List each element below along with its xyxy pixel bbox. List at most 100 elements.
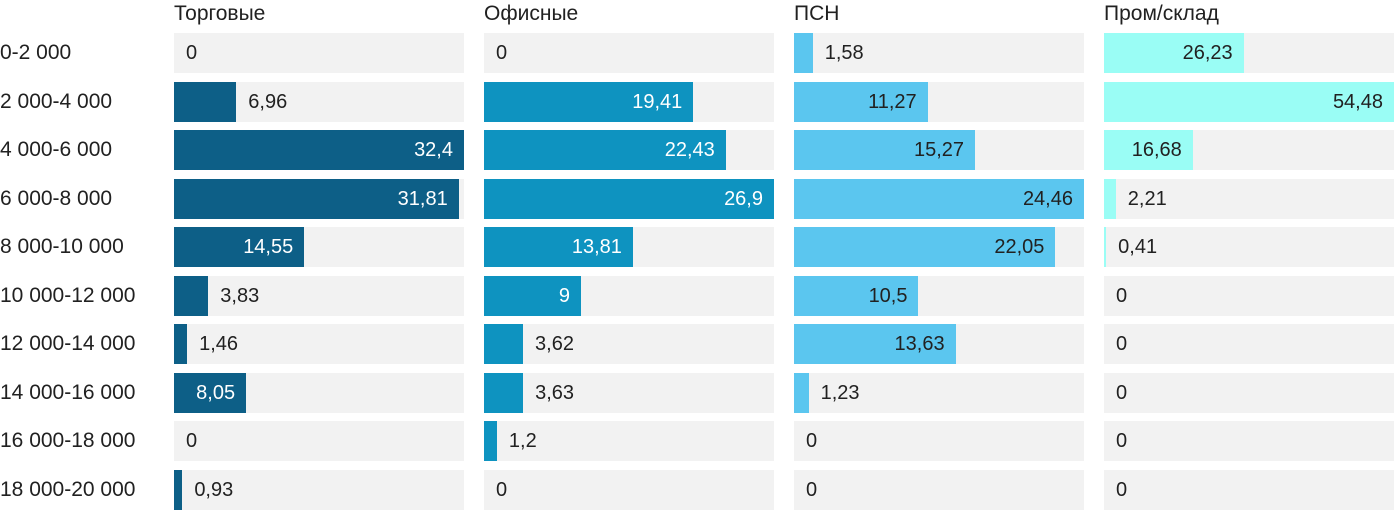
bar [1104, 227, 1107, 267]
bar-value-label: 32,4 [414, 139, 453, 161]
chart-row: 4 000-6 000 32,4 22,43 15,27 16,68 [0, 130, 1394, 170]
bar-track: 24,46 [794, 178, 1084, 219]
bar [794, 33, 813, 73]
bar-value-label: 1,23 [820, 381, 860, 404]
bar [174, 130, 464, 170]
bar-track: 26,9 [484, 178, 774, 219]
bar-value-label: 9 [558, 284, 571, 307]
bar [484, 372, 524, 413]
chart-row: 16 000-18 000 0 1,2 0 0 [0, 421, 1394, 461]
bar-track: 54,48 [1104, 81, 1394, 122]
chart-row: 8 000-10 000 14,55 13,81 22,05 0,41 [0, 227, 1394, 267]
bar-track: 10,5 [794, 275, 1084, 316]
bar [174, 469, 183, 510]
row-label: 4 000-6 000 [0, 138, 113, 161]
bar [484, 421, 497, 461]
column-header-2: Офисные [484, 2, 579, 25]
bar-value-label: 14,55 [243, 236, 294, 258]
bar-track: 13,81 [484, 227, 774, 267]
bar-track: 15,27 [794, 130, 1084, 170]
bar [1104, 130, 1193, 170]
chart-row: 18 000-20 000 0,93 0 0 0 [0, 469, 1394, 510]
bar-track: 32,4 [174, 130, 464, 170]
bar-track: 0 [174, 33, 464, 73]
column-header-4: Пром/склад [1104, 2, 1219, 25]
bar-track: 0,93 [174, 469, 464, 510]
bar-value-label: 0 [1116, 333, 1128, 355]
bar-value-label: 13,81 [571, 236, 622, 258]
bar-track: 8,05 [174, 372, 464, 413]
row-label: 14 000-16 000 [0, 380, 136, 404]
chart-row: 12 000-14 000 1,46 3,62 13,63 0 [0, 324, 1394, 364]
bar [794, 178, 1084, 219]
bar-value-label: 19,41 [632, 90, 683, 113]
bar [794, 275, 919, 316]
bar-track: 1,58 [794, 33, 1084, 73]
bar-track: 31,81 [174, 178, 464, 219]
bar-track: 11,27 [794, 81, 1084, 122]
bar-track: 14,55 [174, 227, 464, 267]
bar-value-label: 22,05 [994, 236, 1045, 258]
column-header-1: Торговые [174, 2, 266, 25]
bar [794, 372, 809, 413]
bar-track: 22,05 [794, 227, 1084, 267]
bar-value-label: 0 [496, 42, 508, 64]
bar-track: 1,46 [174, 324, 464, 364]
bar-track: 16,68 [1104, 130, 1394, 170]
bar [1104, 33, 1244, 73]
row-label: 6 000-8 000 [0, 186, 113, 210]
row-label: 10 000-12 000 [0, 283, 136, 307]
bar-value-label: 1,58 [824, 42, 864, 64]
bar-track: 2,21 [1104, 178, 1394, 219]
bar-track: 0,41 [1104, 227, 1394, 267]
column-header-3: ПСН [794, 2, 840, 25]
bar-value-label: 3,83 [220, 284, 260, 307]
chart-row: 14 000-16 000 8,05 3,63 1,23 0 [0, 372, 1394, 413]
bar-value-label: 0 [806, 478, 818, 501]
chart-row: 6 000-8 000 31,81 26,9 24,46 2,21 [0, 178, 1394, 219]
chart-row: 10 000-12 000 3,83 9 10,5 0 [0, 275, 1394, 316]
bar [484, 130, 726, 170]
bar [484, 324, 524, 364]
bar-value-label: 0 [1116, 478, 1128, 501]
row-label: 18 000-20 000 [0, 477, 136, 501]
bar-track: 19,41 [484, 81, 774, 122]
bar-value-label: 0,41 [1118, 236, 1158, 258]
bar [174, 227, 305, 267]
bar-track: 1,2 [484, 421, 774, 461]
bar [1104, 178, 1116, 219]
bar-track: 0 [1104, 421, 1394, 461]
bar-value-label: 1,46 [199, 333, 239, 355]
bar-track: 0 [794, 421, 1084, 461]
bar [794, 81, 928, 122]
bar-value-label: 13,63 [894, 333, 945, 355]
bar [794, 324, 956, 364]
row-label: 16 000-18 000 [0, 429, 136, 452]
row-label: 0-2 000 [0, 41, 72, 64]
bar-track: 26,23 [1104, 33, 1394, 73]
bar-value-label: 15,27 [914, 139, 965, 161]
bar [174, 275, 209, 316]
bar-value-label: 8,05 [196, 381, 236, 404]
row-label: 8 000-10 000 [0, 235, 124, 258]
bar-value-label: 2,21 [1127, 187, 1167, 210]
bar-value-label: 3,62 [535, 333, 574, 355]
bar-track: 3,63 [484, 372, 774, 413]
bar-value-label: 54,48 [1332, 90, 1383, 113]
bar [484, 81, 694, 122]
bar-track: 0 [1104, 324, 1394, 364]
bar-value-label: 3,63 [535, 381, 575, 404]
bar-value-label: 0,93 [194, 478, 234, 501]
bar-value-label: 26,9 [724, 187, 763, 210]
bar-track: 13,63 [794, 324, 1084, 364]
bar-value-label: 0 [1116, 381, 1128, 404]
bar-value-label: 0 [806, 430, 818, 452]
bar-value-label: 0 [1116, 284, 1128, 307]
bar-track: 9 [484, 275, 774, 316]
bar-track: 0 [484, 33, 774, 73]
bar-track: 0 [794, 469, 1084, 510]
bar-value-label: 24,46 [1022, 187, 1073, 210]
bar [794, 130, 976, 170]
bar [174, 178, 459, 219]
